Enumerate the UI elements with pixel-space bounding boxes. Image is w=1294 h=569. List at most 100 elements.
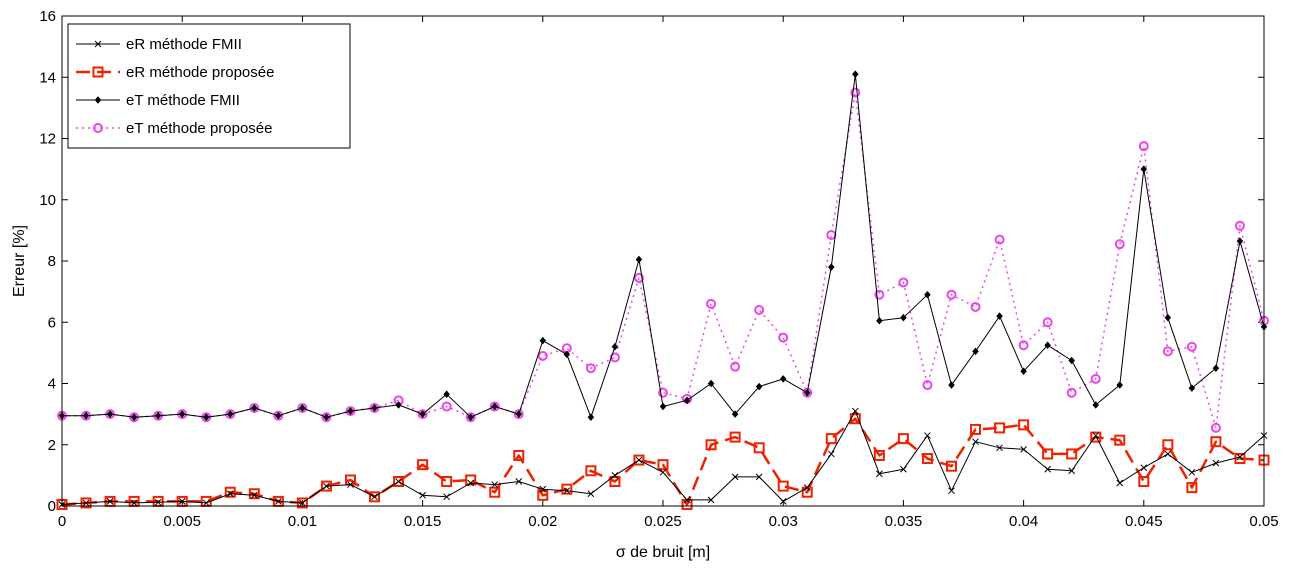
data-point — [730, 361, 741, 372]
data-point-stroke — [779, 498, 787, 505]
data-point — [924, 432, 931, 439]
data-point — [921, 453, 933, 465]
data-point — [1140, 165, 1148, 174]
data-point — [1114, 434, 1126, 446]
data-point — [417, 409, 428, 420]
x-tick-label: 0.02 — [528, 513, 557, 530]
data-point-stroke — [491, 481, 499, 488]
plot-frame — [61, 15, 1265, 507]
data-point-stroke — [731, 473, 739, 481]
data-point — [972, 438, 979, 446]
data-point — [250, 491, 258, 499]
data-point — [850, 87, 861, 98]
y-tick-label: 16 — [39, 8, 56, 25]
legend-entries: eR méthode FMII eR méthode proposée eT mét… — [76, 36, 274, 137]
data-point — [321, 412, 332, 423]
data-point — [874, 289, 885, 300]
data-point — [1234, 220, 1245, 231]
data-point-stroke — [539, 485, 547, 493]
data-point — [970, 423, 982, 435]
data-point — [777, 480, 789, 492]
data-point — [731, 473, 739, 481]
data-point-stroke — [154, 498, 162, 506]
data-point — [1092, 432, 1100, 439]
data-point — [1090, 373, 1101, 384]
data-point — [537, 350, 548, 361]
data-point — [876, 470, 883, 478]
data-point — [106, 410, 114, 419]
data-point-stroke — [395, 478, 402, 485]
data-point-stroke — [948, 487, 955, 495]
data-point — [371, 404, 378, 412]
data-point — [1044, 341, 1051, 350]
data-point — [226, 490, 234, 498]
data-point — [585, 363, 596, 374]
data-point — [659, 402, 667, 411]
legend-box — [67, 23, 351, 149]
data-point — [897, 433, 909, 445]
data-point — [779, 498, 787, 505]
data-point — [729, 431, 741, 443]
data-point-stroke — [106, 498, 114, 505]
data-point — [707, 379, 715, 388]
data-point-stroke — [515, 478, 523, 485]
data-point — [1092, 401, 1100, 409]
data-point — [347, 481, 354, 488]
data-point — [465, 474, 477, 486]
y-axis-label: Erreur [%] — [11, 225, 28, 297]
data-point — [224, 486, 236, 498]
data-point-stroke — [250, 491, 258, 499]
data-point — [633, 454, 645, 466]
data-point — [659, 468, 667, 476]
data-point — [489, 401, 500, 412]
y-tick-label: 2 — [48, 437, 56, 454]
data-point — [1116, 381, 1124, 389]
x-tick-label: 0.035 — [885, 513, 923, 530]
data-point — [419, 410, 426, 419]
data-point — [587, 490, 595, 498]
data-point — [1212, 459, 1220, 467]
data-point-stroke — [419, 491, 426, 499]
data-point — [1090, 431, 1102, 443]
data-point-stroke — [611, 472, 619, 479]
data-point — [82, 499, 90, 507]
data-point — [1186, 341, 1197, 352]
data-point-stroke — [178, 498, 186, 505]
data-point-stroke — [587, 490, 595, 498]
legend: eR méthode FMII eR méthode proposée eT mét… — [67, 23, 351, 149]
data-point-stroke — [82, 499, 90, 507]
data-point-stroke — [972, 438, 979, 446]
data-point — [1068, 356, 1076, 365]
data-point — [683, 496, 691, 504]
data-point-stroke — [1092, 432, 1100, 439]
data-point — [323, 482, 330, 490]
data-point — [996, 312, 1003, 321]
series-line — [61, 417, 1265, 506]
data-point — [539, 485, 547, 493]
data-point — [1138, 476, 1150, 487]
data-point — [299, 499, 306, 507]
data-point — [755, 382, 763, 391]
data-point-stroke — [755, 473, 763, 481]
data-point-stroke — [275, 498, 282, 505]
data-point — [851, 407, 859, 415]
data-point-stroke — [683, 496, 691, 504]
data-point — [273, 410, 284, 421]
legend-marker — [94, 96, 102, 104]
data-point — [130, 499, 138, 507]
data-point-stroke — [347, 481, 354, 488]
data-point — [611, 472, 619, 479]
y-tick-label: 8 — [48, 253, 56, 270]
data-point — [563, 350, 571, 359]
data-point — [1114, 239, 1125, 250]
data-point — [467, 479, 475, 487]
data-point-stroke — [1188, 468, 1196, 476]
data-point — [635, 456, 643, 464]
data-point-stroke — [371, 493, 378, 501]
data-point — [994, 422, 1006, 434]
data-point — [1236, 237, 1244, 245]
x-tick-label: 0.01 — [288, 513, 317, 530]
data-point — [876, 316, 883, 325]
data-point — [1042, 448, 1054, 460]
data-point — [900, 465, 907, 473]
